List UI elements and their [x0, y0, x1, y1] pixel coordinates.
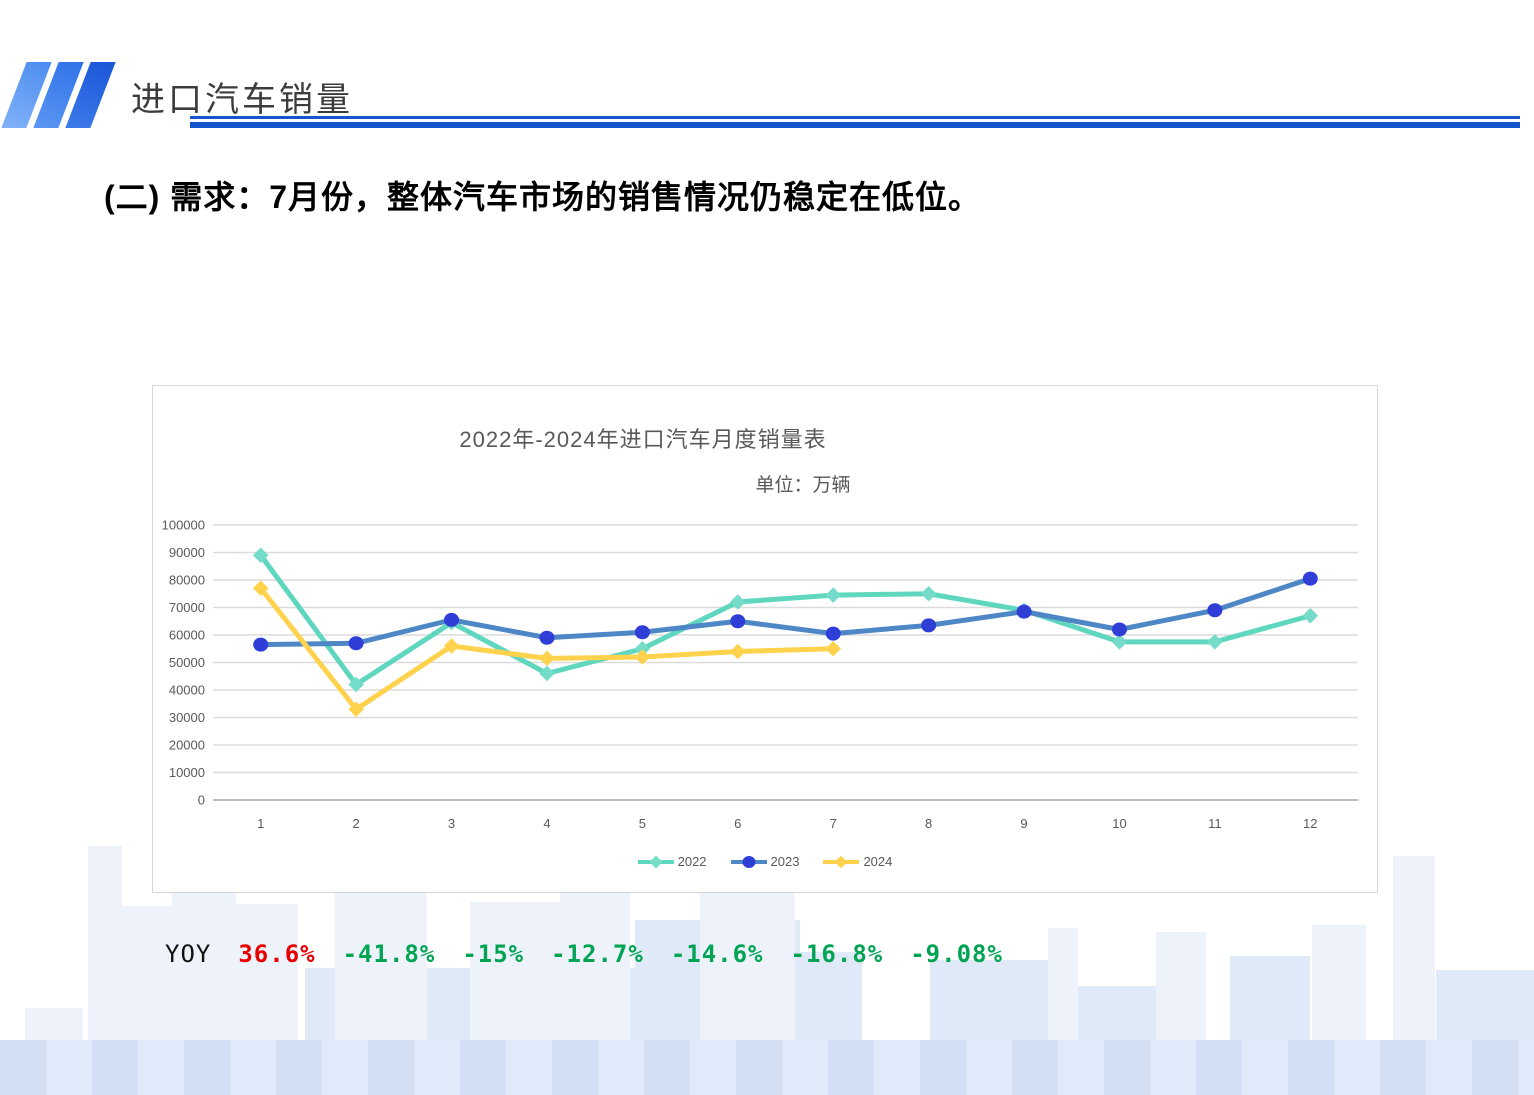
header-rule [190, 116, 1520, 128]
series-2023 [253, 571, 1318, 652]
data-point-marker [539, 665, 555, 682]
x-tick-label: 8 [925, 816, 932, 831]
data-point-marker [1207, 603, 1223, 618]
legend-line-swatch [637, 855, 674, 868]
legend-marker-icon [835, 855, 848, 868]
data-point-marker [825, 640, 841, 657]
x-tick-label: 3 [448, 816, 455, 831]
yoy-values: 36.6% -41.8% -15% -12.7% -14.6% -16.8% -9.08% [238, 940, 1003, 968]
data-point-marker [1111, 622, 1127, 637]
skyline-stripe-band [0, 1040, 1534, 1095]
yoy-value: -41.8% [342, 940, 436, 968]
data-point-marker [1302, 607, 1319, 624]
x-tick-label: 6 [734, 816, 741, 831]
legend-marker-icon [742, 855, 756, 868]
data-point-marker [634, 625, 650, 640]
x-tick-label: 2 [353, 816, 360, 831]
legend-line-swatch [730, 855, 767, 868]
chart-unit-label: 单位：万辆 [755, 475, 851, 496]
chart-panel: 2022年-2024年进口汽车月度销量表 单位：万辆 0 10000 20000 30… [152, 385, 1378, 893]
yoy-value: -14.6% [670, 940, 764, 968]
data-point-marker [730, 643, 746, 660]
header-rule-thin-line [190, 116, 1520, 119]
legend-line-swatch [823, 855, 860, 868]
y-tick-label: 60000 [169, 628, 205, 643]
header-rule-thick-line [190, 122, 1520, 128]
yoy-value: -15% [462, 940, 525, 968]
data-point-marker [1207, 634, 1223, 650]
data-point-marker [539, 630, 555, 645]
y-tick-label: 100000 [162, 518, 205, 533]
x-tick-label: 11 [1208, 816, 1222, 831]
y-tick-label: 90000 [169, 545, 205, 560]
x-tick-label: 4 [543, 816, 550, 831]
page-title: 进口汽车销量 [131, 81, 353, 119]
data-point-marker [921, 618, 937, 633]
y-tick-label: 10000 [169, 765, 205, 780]
y-tick-label: 0 [198, 793, 205, 808]
legend-item-2024: 2024 [823, 854, 892, 869]
legend-item-2023: 2023 [730, 854, 800, 869]
grid-and-axes: 0 10000 20000 30000 40000 50000 60000 70000 8000… [162, 518, 1358, 831]
data-point-marker [825, 587, 841, 603]
y-tick-label: 70000 [169, 600, 205, 615]
data-point-marker [444, 612, 460, 627]
data-point-marker [348, 636, 364, 651]
x-tick-label: 7 [830, 816, 837, 831]
x-tick-label: 9 [1020, 816, 1027, 831]
yoy-row: YOY 36.6% -41.8% -15% -12.7% -14.6% -16.8% -9.… [165, 940, 1003, 968]
chart-legend: 2022 2023 2024 [153, 854, 1377, 869]
yoy-label: YOY [165, 940, 212, 968]
legend-item-2022: 2022 [637, 854, 707, 869]
data-point-marker [730, 614, 746, 629]
x-tick-label: 5 [639, 816, 646, 831]
legend-marker-icon [649, 855, 662, 868]
x-tick-label: 12 [1303, 816, 1317, 831]
sales-line-chart: 0 10000 20000 30000 40000 50000 60000 70000 8000… [162, 518, 1358, 831]
yoy-value: -16.8% [790, 940, 884, 968]
data-point-marker [1302, 571, 1318, 586]
data-point-marker [539, 650, 555, 667]
y-tick-label: 50000 [169, 655, 205, 670]
legend-label: 2024 [863, 854, 893, 869]
yoy-value: -12.7% [551, 940, 644, 968]
yoy-value: -9.08% [910, 940, 1003, 968]
legend-label: 2023 [770, 854, 800, 869]
data-point-marker [1016, 604, 1032, 619]
section-heading: (二) 需求：7月份，整体汽车市场的销售情况仍稳定在低位。 [104, 179, 982, 215]
y-tick-label: 40000 [169, 683, 205, 698]
y-tick-label: 20000 [169, 738, 205, 753]
x-tick-label: 1 [257, 816, 264, 831]
data-point-marker [253, 637, 269, 652]
x-tick-label: 10 [1112, 816, 1126, 831]
y-tick-label: 30000 [169, 710, 205, 725]
header-slashes-icon [1, 62, 116, 132]
chart-title: 2022年-2024年进口汽车月度销量表 [459, 427, 827, 452]
y-tick-label: 80000 [169, 573, 205, 588]
data-point-marker [920, 585, 937, 602]
legend-label: 2022 [677, 854, 707, 869]
yoy-value: 36.6% [238, 940, 316, 968]
data-point-marker [825, 626, 841, 641]
